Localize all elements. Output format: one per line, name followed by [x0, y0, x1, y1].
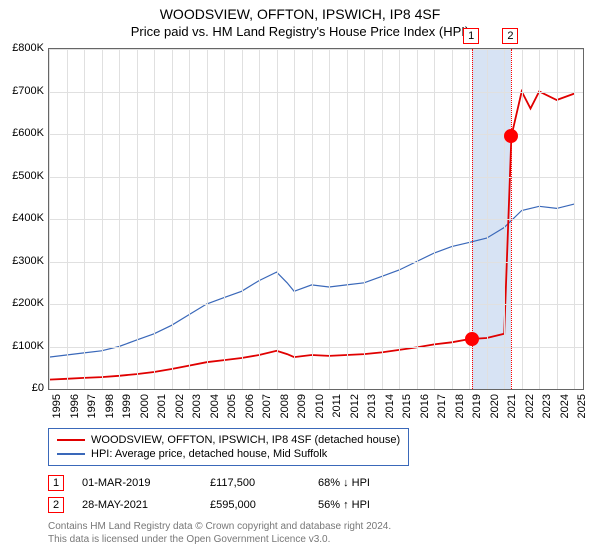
y-tick-label: £300K: [12, 255, 44, 267]
y-tick-label: £100K: [12, 340, 44, 352]
y-tick-label: £500K: [12, 170, 44, 182]
annotation-number: 1: [463, 28, 479, 44]
transactions-table: 1 01-MAR-2019 £117,500 68% ↓ HPI 2 28-MA…: [48, 472, 418, 516]
x-tick-label: 2025: [576, 394, 588, 418]
x-tick-label: 1998: [104, 394, 116, 418]
x-tick-label: 2014: [384, 394, 396, 418]
x-tick-label: 1995: [51, 394, 63, 418]
legend-item: HPI: Average price, detached house, Mid …: [57, 447, 400, 461]
x-tick-label: 2000: [139, 394, 151, 418]
x-tick-label: 2019: [471, 394, 483, 418]
x-tick-label: 2010: [314, 394, 326, 418]
x-tick-label: 2016: [419, 394, 431, 418]
transaction-price: £595,000: [210, 499, 300, 511]
annotation-number: 2: [48, 497, 64, 513]
transaction-date: 28-MAY-2021: [82, 499, 192, 511]
x-tick-label: 2020: [489, 394, 501, 418]
x-tick-label: 2021: [506, 394, 518, 418]
legend: WOODSVIEW, OFFTON, IPSWICH, IP8 4SF (det…: [48, 428, 409, 466]
x-tick-label: 2015: [401, 394, 413, 418]
x-tick-label: 2012: [349, 394, 361, 418]
x-tick-label: 2018: [454, 394, 466, 418]
table-row: 2 28-MAY-2021 £595,000 56% ↑ HPI: [48, 494, 418, 516]
chart-container: WOODSVIEW, OFFTON, IPSWICH, IP8 4SF Pric…: [0, 0, 600, 560]
license-line: This data is licensed under the Open Gov…: [48, 533, 391, 546]
plot-area: [48, 48, 584, 390]
legend-swatch: [57, 453, 85, 455]
annotation-line: [511, 49, 512, 389]
x-tick-label: 2011: [331, 394, 343, 418]
x-tick-label: 2001: [156, 394, 168, 418]
x-tick-label: 2002: [174, 394, 186, 418]
x-tick-label: 2007: [261, 394, 273, 418]
x-tick-label: 2003: [191, 394, 203, 418]
x-tick-label: 2022: [524, 394, 536, 418]
table-row: 1 01-MAR-2019 £117,500 68% ↓ HPI: [48, 472, 418, 494]
y-tick-label: £200K: [12, 297, 44, 309]
annotation-number: 1: [48, 475, 64, 491]
transaction-pct: 56% ↑ HPI: [318, 499, 418, 511]
x-tick-label: 2005: [226, 394, 238, 418]
annotation-number: 2: [502, 28, 518, 44]
data-marker: [465, 332, 479, 346]
legend-item: WOODSVIEW, OFFTON, IPSWICH, IP8 4SF (det…: [57, 433, 400, 447]
x-tick-label: 1997: [86, 394, 98, 418]
data-marker: [504, 129, 518, 143]
license-line: Contains HM Land Registry data © Crown c…: [48, 520, 391, 533]
transaction-price: £117,500: [210, 477, 300, 489]
y-tick-label: £700K: [12, 85, 44, 97]
legend-swatch: [57, 439, 85, 441]
x-tick-label: 2023: [541, 394, 553, 418]
y-tick-label: £800K: [12, 42, 44, 54]
legend-label: HPI: Average price, detached house, Mid …: [91, 448, 327, 460]
x-tick-label: 2017: [436, 394, 448, 418]
y-tick-label: £400K: [12, 212, 44, 224]
x-tick-label: 1999: [121, 394, 133, 418]
transaction-date: 01-MAR-2019: [82, 477, 192, 489]
x-tick-label: 2009: [296, 394, 308, 418]
y-tick-label: £600K: [12, 127, 44, 139]
license-text: Contains HM Land Registry data © Crown c…: [48, 520, 391, 546]
x-tick-label: 1996: [69, 394, 81, 418]
x-tick-label: 2006: [244, 394, 256, 418]
x-tick-label: 2013: [366, 394, 378, 418]
y-tick-label: £0: [32, 382, 44, 394]
legend-label: WOODSVIEW, OFFTON, IPSWICH, IP8 4SF (det…: [91, 434, 400, 446]
x-tick-label: 2024: [559, 394, 571, 418]
x-tick-label: 2008: [279, 394, 291, 418]
x-tick-label: 2004: [209, 394, 221, 418]
transaction-pct: 68% ↓ HPI: [318, 477, 418, 489]
chart-title: WOODSVIEW, OFFTON, IPSWICH, IP8 4SF: [0, 0, 600, 22]
